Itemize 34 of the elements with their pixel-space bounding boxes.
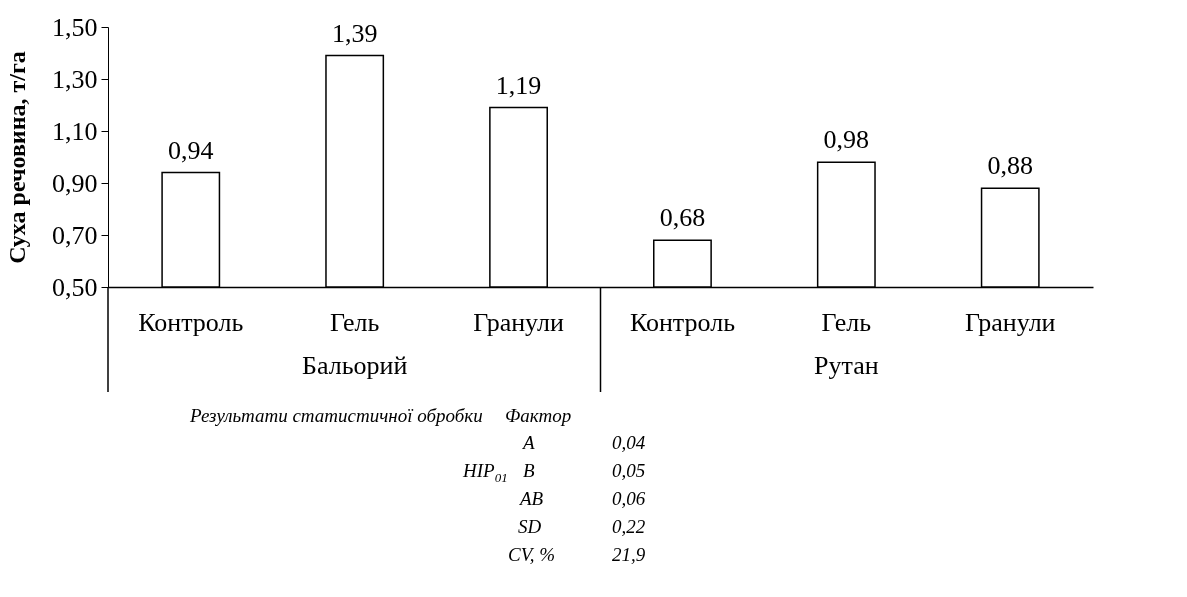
y-tick-label: 1,50 [52,12,98,42]
text: CV, % [508,544,556,566]
text: В [523,460,535,482]
text: Результати статистичної обробки [190,405,483,427]
text: НІР$_{01}$ [463,460,508,486]
data-label: 0,98 [823,125,870,155]
text: А [523,432,535,454]
x-tick-label: Гранули [964,307,1056,337]
y-axis-title: Суха речовина, т/га [4,51,30,264]
x-tick-label: Гель [821,307,872,337]
data-label: 0,88 [987,151,1033,181]
y-tick-label: 0,50 [52,272,98,302]
x-tick-label: Гранули [473,307,564,337]
y-tick-label: 0,70 [52,220,98,250]
y-tick-label: 1,30 [52,64,98,94]
x-tick-label: Контроль [629,307,736,337]
data-label: 0,68 [659,203,706,233]
y-tick-label: 1,10 [52,116,98,146]
data-label: 1,19 [495,70,542,100]
data-label: 1,39 [331,18,378,48]
text: SD [518,516,542,538]
x-tick-label: Гель [329,307,380,337]
y-tick-label: 0,90 [52,168,98,198]
text: 0,06 [612,488,646,510]
text: 0,04 [612,432,646,454]
data-label: 0,94 [168,135,214,165]
text: 0,05 [612,460,646,482]
x-tick-label: Контроль [138,307,244,337]
text: 0,22 [612,516,646,538]
text: Рутан [814,351,879,380]
text: Фактор [505,405,572,427]
text: АВ [520,488,544,510]
text: 21,9 [612,544,646,566]
text: Бальорий [301,351,408,380]
